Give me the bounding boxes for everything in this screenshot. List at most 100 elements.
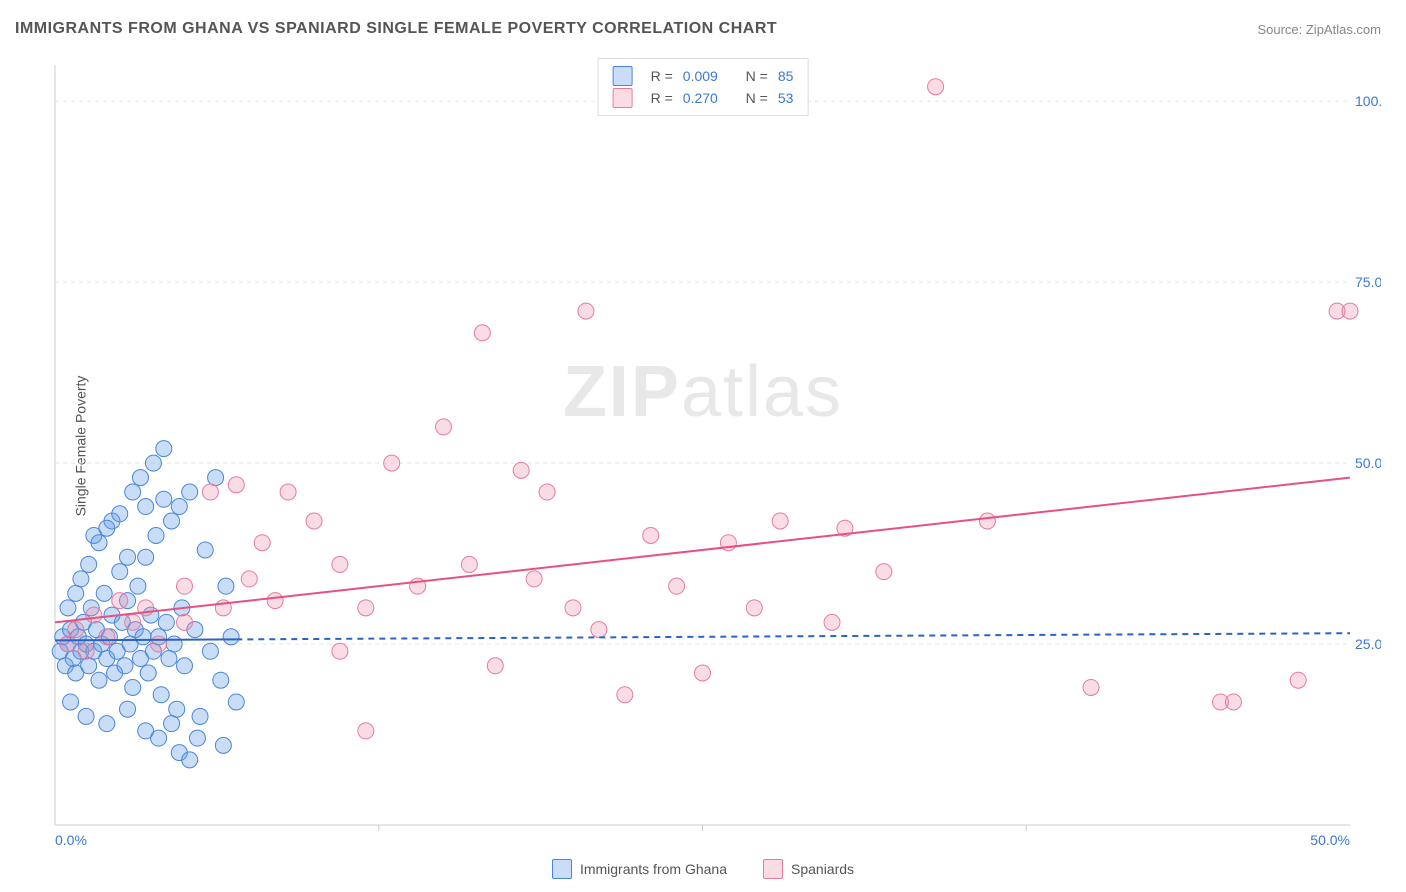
data-point (156, 491, 172, 507)
data-point (617, 687, 633, 703)
data-point (218, 578, 234, 594)
data-point (526, 571, 542, 587)
r-label: R = (651, 87, 673, 109)
data-point (120, 701, 136, 717)
data-point (539, 484, 555, 500)
data-point (166, 636, 182, 652)
data-point (151, 636, 167, 652)
n-value: 85 (778, 65, 794, 87)
data-point (461, 556, 477, 572)
data-point (1225, 694, 1241, 710)
data-point (177, 578, 193, 594)
data-point (202, 484, 218, 500)
data-point (1083, 679, 1099, 695)
data-point (125, 679, 141, 695)
data-point (202, 643, 218, 659)
data-point (135, 629, 151, 645)
data-point (474, 325, 490, 341)
r-label: R = (651, 65, 673, 87)
data-point (1290, 672, 1306, 688)
data-point (695, 665, 711, 681)
data-point (112, 506, 128, 522)
data-point (208, 470, 224, 486)
data-point (824, 614, 840, 630)
data-point (125, 484, 141, 500)
data-point (189, 730, 205, 746)
n-label: N = (746, 65, 768, 87)
x-tick-label: 50.0% (1310, 832, 1350, 847)
data-point (73, 571, 89, 587)
y-tick-label: 100.0% (1355, 93, 1381, 109)
data-point (138, 499, 154, 515)
data-point (746, 600, 762, 616)
y-tick-label: 75.0% (1355, 274, 1381, 290)
source-prefix: Source: (1257, 22, 1305, 37)
legend-label: Spaniards (791, 861, 854, 877)
n-value: 53 (778, 87, 794, 109)
data-point (643, 527, 659, 543)
data-point (86, 607, 102, 623)
data-point (112, 564, 128, 580)
data-point (148, 527, 164, 543)
data-point (876, 564, 892, 580)
data-point (280, 484, 296, 500)
data-point (68, 585, 84, 601)
data-point (117, 658, 133, 674)
data-point (215, 737, 231, 753)
data-point (565, 600, 581, 616)
data-point (158, 614, 174, 630)
data-point (140, 665, 156, 681)
scatter-chart: 25.0%50.0%75.0%100.0%0.0%50.0% (45, 55, 1381, 847)
data-point (112, 593, 128, 609)
data-point (151, 730, 167, 746)
legend-swatch (613, 88, 633, 108)
data-point (130, 578, 146, 594)
data-point (513, 462, 529, 478)
data-point (928, 79, 944, 95)
data-point (487, 658, 503, 674)
data-point (1342, 303, 1358, 319)
legend-label: Immigrants from Ghana (580, 861, 727, 877)
data-point (63, 694, 79, 710)
legend-item: Immigrants from Ghana (552, 859, 727, 879)
legend-row: R =0.009 N =85 (613, 65, 794, 87)
data-point (81, 556, 97, 572)
data-point (68, 622, 84, 638)
source-link[interactable]: ZipAtlas.com (1306, 22, 1381, 37)
data-point (91, 535, 107, 551)
data-point (120, 549, 136, 565)
data-point (177, 614, 193, 630)
data-point (99, 716, 115, 732)
legend-swatch (552, 859, 572, 879)
data-point (669, 578, 685, 594)
data-point (169, 701, 185, 717)
data-point (78, 643, 94, 659)
data-point (228, 477, 244, 493)
legend-swatch (613, 66, 633, 86)
data-point (81, 658, 97, 674)
data-point (332, 643, 348, 659)
source-attribution: Source: ZipAtlas.com (1257, 22, 1381, 37)
data-point (332, 556, 348, 572)
data-point (223, 629, 239, 645)
data-point (132, 470, 148, 486)
data-point (60, 600, 76, 616)
chart-area: 25.0%50.0%75.0%100.0%0.0%50.0% (45, 55, 1381, 847)
data-point (96, 585, 112, 601)
data-point (436, 419, 452, 435)
x-tick-label: 0.0% (55, 832, 87, 847)
data-point (197, 542, 213, 558)
data-point (254, 535, 270, 551)
data-point (99, 629, 115, 645)
data-point (228, 694, 244, 710)
data-point (145, 455, 161, 471)
legend-swatch (763, 859, 783, 879)
y-tick-label: 50.0% (1355, 455, 1381, 471)
data-point (78, 708, 94, 724)
n-label: N = (746, 87, 768, 109)
data-point (358, 723, 374, 739)
data-point (153, 687, 169, 703)
data-point (591, 622, 607, 638)
data-point (772, 513, 788, 529)
series-legend: Immigrants from Ghana Spaniards (0, 859, 1406, 882)
